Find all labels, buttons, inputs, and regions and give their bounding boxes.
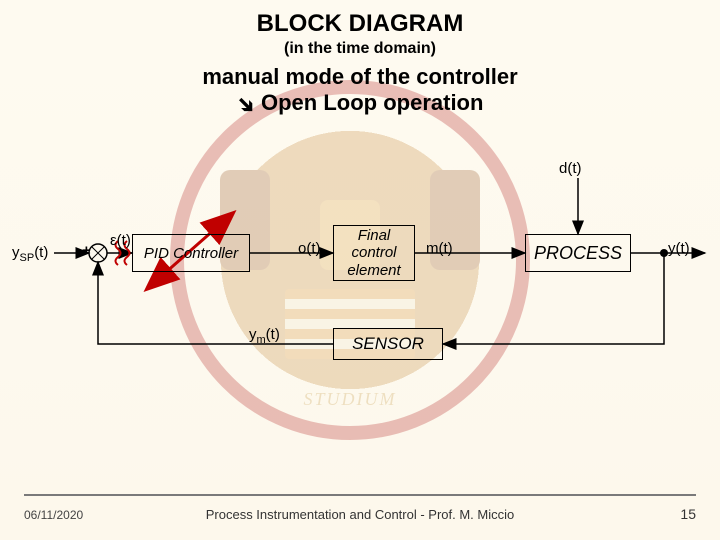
title-subtitle-2: manual mode of the controller (0, 64, 720, 90)
signal-m: m(t) (426, 240, 453, 257)
block-final-control-element: Final control element (333, 225, 415, 281)
signal-ysp: ySP(t) (12, 244, 48, 264)
signal-ym: ym(t) (249, 326, 280, 346)
arrow-down-right-icon: ➔ (230, 89, 261, 120)
title-main: BLOCK DIAGRAM (0, 10, 720, 38)
signal-epsilon: ε(t) (110, 232, 131, 249)
slide-header: BLOCK DIAGRAM (in the time domain) manua… (0, 10, 720, 118)
block-process: PROCESS (525, 234, 631, 272)
plus-label: + (82, 242, 91, 259)
block-sensor: SENSOR (333, 328, 443, 360)
title-subtitle-3: ➔Open Loop operation (0, 90, 720, 118)
signal-o: o(t) (298, 240, 321, 257)
block-pid-controller: PID Controller (132, 234, 250, 272)
signal-d: d(t) (559, 160, 582, 177)
title-subtitle-1: (in the time domain) (0, 40, 720, 58)
signal-y: y(t) (668, 240, 690, 257)
